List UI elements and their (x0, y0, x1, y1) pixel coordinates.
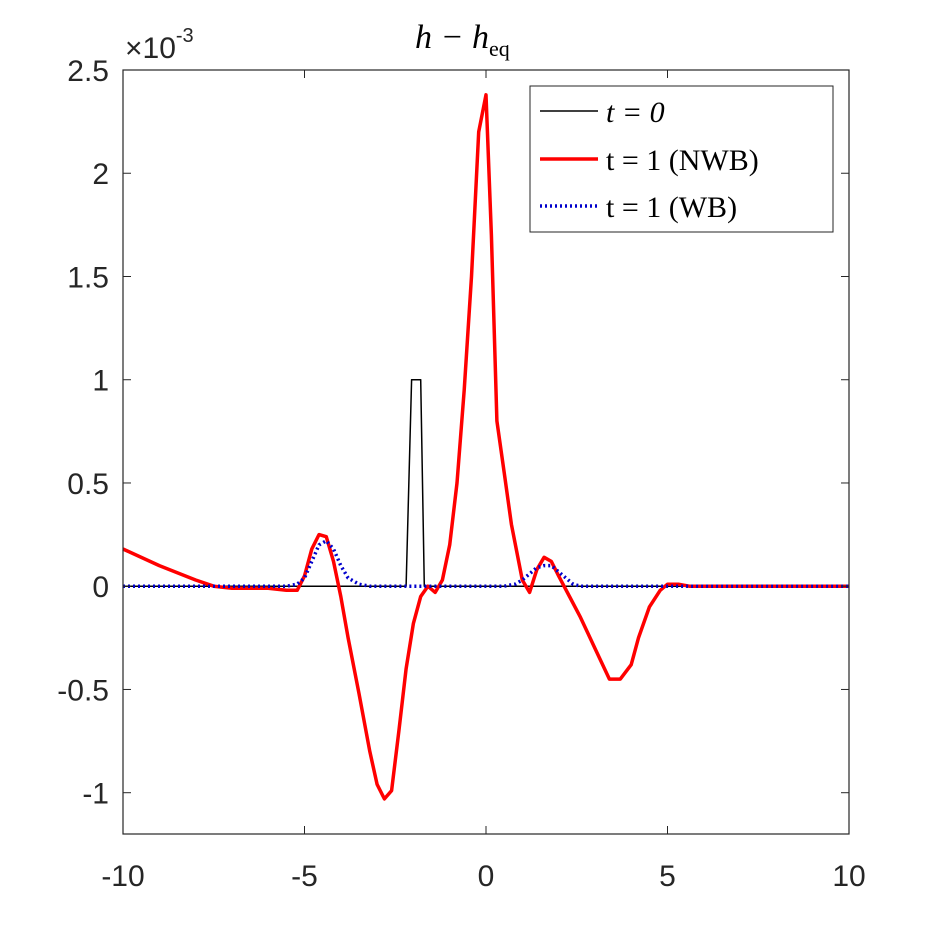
y-multiplier-base: ×10 (125, 32, 176, 65)
legend-label-wb: t = 1 (WB) (606, 191, 737, 224)
y-multiplier-exponent: -3 (176, 25, 194, 47)
legend-label-t0: t = 0 (606, 96, 665, 129)
chart-title-main: h − h (415, 19, 489, 56)
y-tick-label: 2 (92, 158, 109, 191)
y-tick-label: 1.5 (67, 261, 109, 294)
legend: t = 0 t = 1 (NWB) t = 1 (WB) (529, 85, 834, 233)
chart-title: h − heq (415, 19, 510, 61)
y-tick-label: 0.5 (67, 468, 109, 501)
y-tick-label: 2.5 (67, 55, 109, 88)
x-tick-label: 5 (659, 860, 676, 893)
series-t0-line (123, 378, 849, 587)
series-layer (122, 93, 849, 801)
series-nwb-line (122, 93, 849, 801)
y-axis-multiplier: ×10-3 (125, 25, 194, 65)
x-tick-label: 0 (478, 860, 495, 893)
y-tick-label: -1 (82, 778, 109, 811)
series-wb-line (123, 539, 849, 588)
x-tick-label: -5 (291, 860, 318, 893)
y-tick-label: 1 (92, 365, 109, 398)
legend-label-nwb: t = 1 (NWB) (606, 144, 759, 177)
tick-layer: -10 -5 0 5 10 -1 -0.5 0 0.5 1 1.5 2 2.5 (57, 55, 865, 893)
y-tick-label: -0.5 (57, 674, 109, 707)
chart-title-subscript: eq (489, 36, 510, 61)
x-tick-label: -10 (101, 860, 144, 893)
x-tick-label: 10 (832, 860, 865, 893)
y-tick-label: 0 (92, 571, 109, 604)
